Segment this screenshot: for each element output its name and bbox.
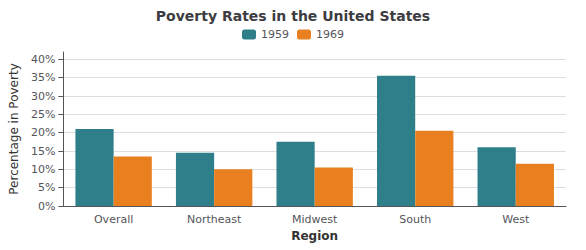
svg-text:30%: 30% — [31, 90, 55, 103]
svg-text:1959: 1959 — [261, 28, 289, 41]
svg-text:1969: 1969 — [316, 28, 344, 41]
svg-text:Northeast: Northeast — [187, 213, 242, 226]
svg-text:Overall: Overall — [94, 213, 133, 226]
svg-text:Region: Region — [291, 229, 338, 243]
svg-text:0%: 0% — [38, 200, 55, 213]
svg-text:South: South — [399, 213, 431, 226]
svg-text:Midwest: Midwest — [292, 213, 338, 226]
svg-text:35%: 35% — [31, 71, 55, 84]
svg-text:25%: 25% — [31, 108, 55, 121]
svg-text:5%: 5% — [38, 181, 55, 194]
svg-text:10%: 10% — [31, 163, 55, 176]
svg-text:15%: 15% — [31, 145, 55, 158]
svg-text:Poverty Rates in the United St: Poverty Rates in the United States — [156, 8, 430, 24]
svg-text:20%: 20% — [31, 126, 55, 139]
svg-text:West: West — [502, 213, 530, 226]
svg-text:40%: 40% — [31, 53, 55, 66]
svg-text:Percentage in Poverty: Percentage in Poverty — [7, 63, 21, 194]
